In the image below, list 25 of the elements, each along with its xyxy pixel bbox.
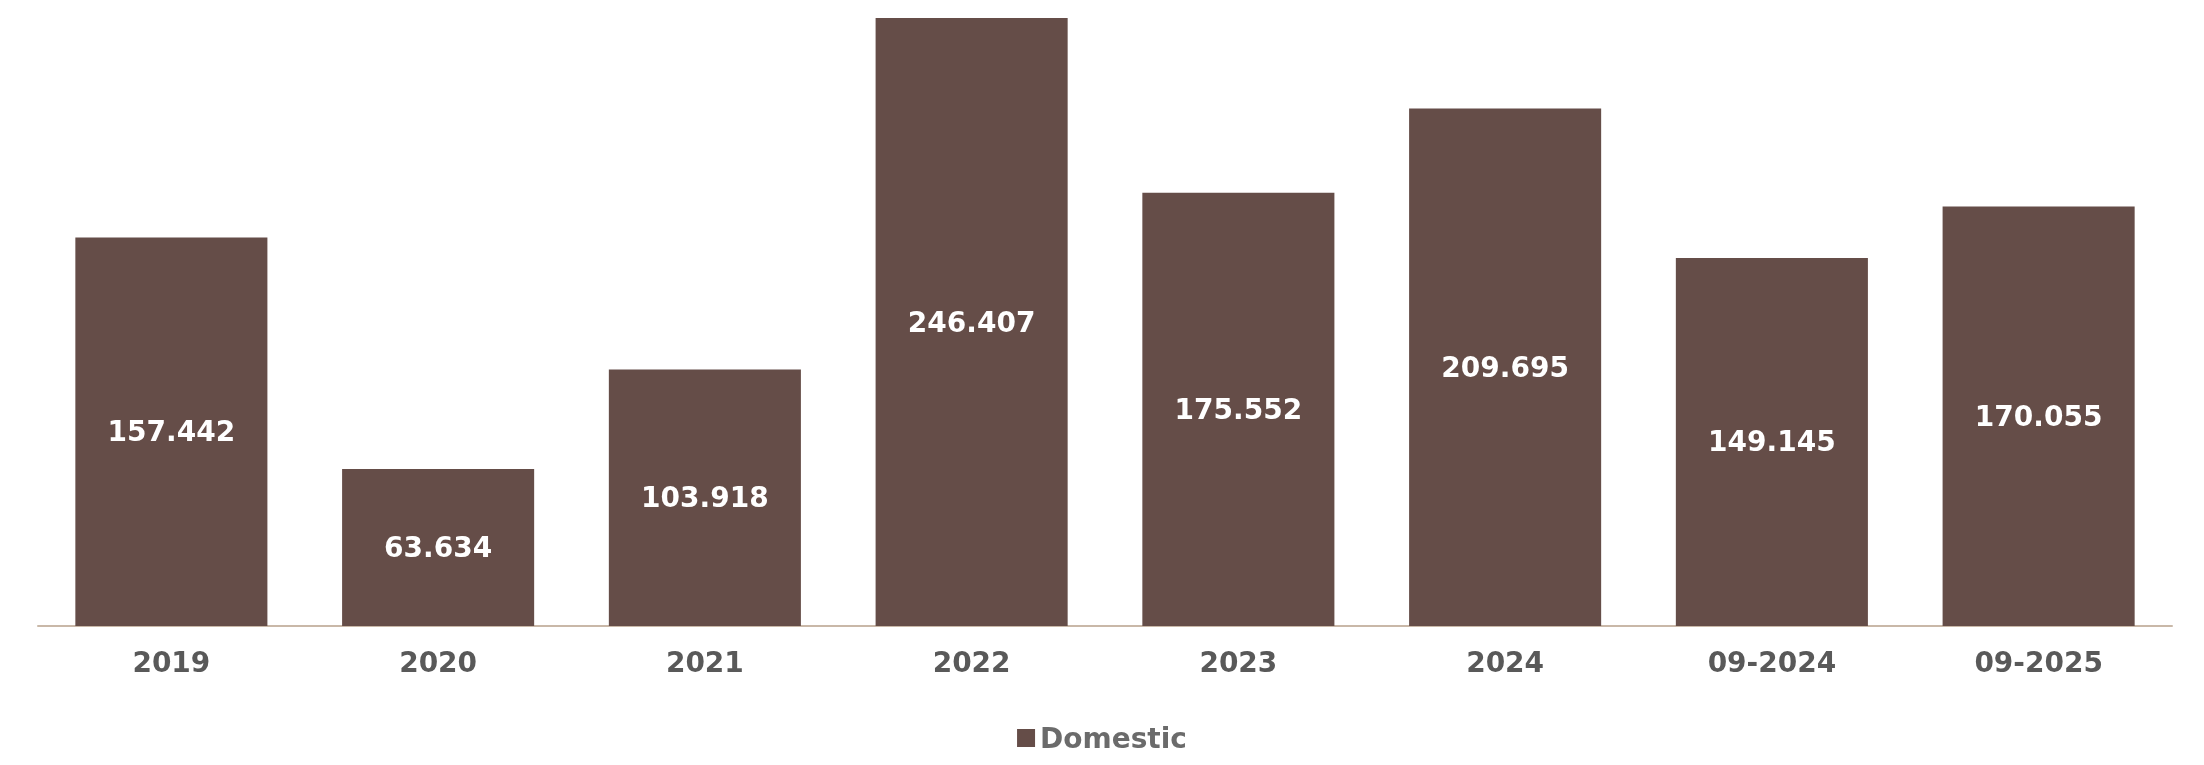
bar [1942,206,2135,626]
data-label: 170.055 [1974,399,2103,433]
data-label: 149.145 [1708,425,1836,459]
legend-label: Domestic [1040,721,1187,755]
data-label: 157.442 [107,415,236,449]
bar [75,237,268,626]
data-label: 209.695 [1441,350,1569,384]
x-tick-label: 2022 [932,645,1011,679]
bar [342,468,535,626]
bar [608,369,801,626]
x-tick-label: 09-2024 [1707,645,1837,679]
data-label: 246.407 [907,305,1036,339]
x-tick-label: 2021 [665,645,744,679]
bar [1675,257,1868,626]
x-tick-label: 2019 [132,645,211,679]
x-tick-label: 09-2025 [1974,645,2103,679]
bar [875,18,1068,626]
bar [1409,108,1602,626]
x-tick-label: 2023 [1199,645,1278,679]
data-label: 175.552 [1174,392,1303,426]
x-tick-label: 2024 [1466,645,1545,679]
x-tick-label: 2020 [399,645,478,679]
bar [1142,192,1335,626]
data-label: 103.918 [641,481,769,515]
data-label: 63.634 [384,530,493,564]
